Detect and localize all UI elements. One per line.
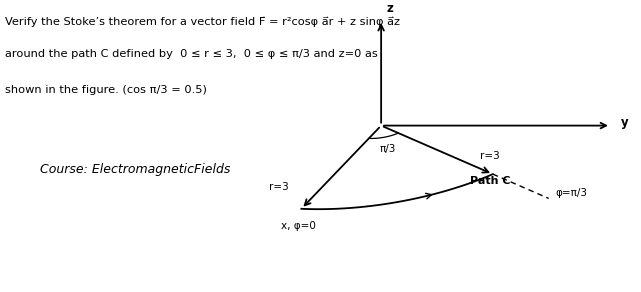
Text: Course: ElectromagneticFields: Course: ElectromagneticFields — [40, 163, 230, 176]
Text: shown in the figure. (cos π/3 = 0.5): shown in the figure. (cos π/3 = 0.5) — [4, 85, 206, 95]
Text: Path C: Path C — [470, 176, 511, 186]
Text: y: y — [620, 116, 628, 129]
Text: φ=π/3: φ=π/3 — [555, 188, 587, 198]
Text: around the path C defined by  0 ≤ r ≤ 3,  0 ≤ φ ≤ π/3 and z=0 as: around the path C defined by 0 ≤ r ≤ 3, … — [4, 49, 378, 59]
Text: Verify the Stoke’s theorem for a vector field F⃑ = r²cosφ a⃑r + z sinφ a⃑z: Verify the Stoke’s theorem for a vector … — [4, 16, 399, 27]
Text: r=3: r=3 — [269, 182, 288, 192]
Text: x, φ=0: x, φ=0 — [281, 221, 315, 231]
Text: z: z — [387, 2, 393, 15]
Text: r=3: r=3 — [480, 151, 500, 161]
Text: π/3: π/3 — [379, 144, 395, 154]
